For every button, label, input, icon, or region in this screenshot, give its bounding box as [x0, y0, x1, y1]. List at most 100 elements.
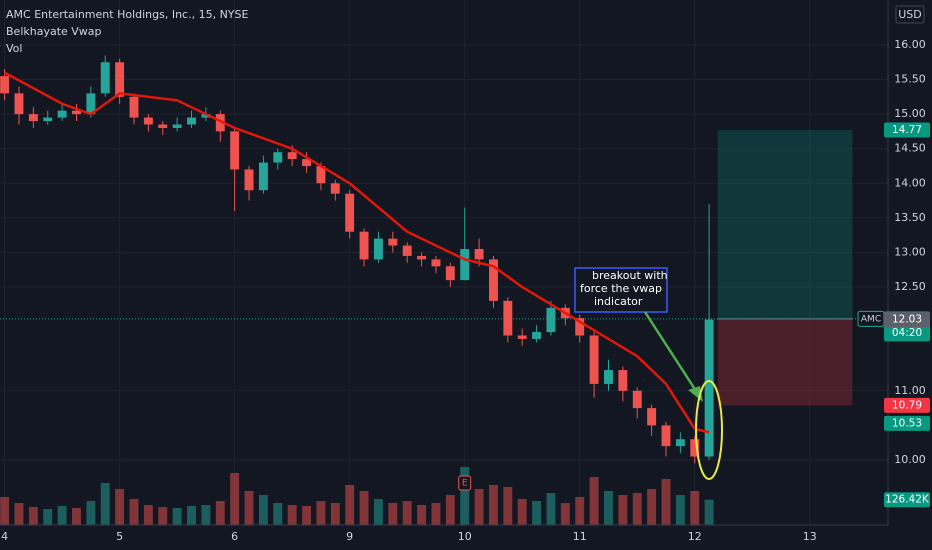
- stop-zone: [717, 318, 853, 406]
- candle-body: [72, 110, 81, 115]
- volume-bar: [373, 499, 383, 525]
- volume-bar: [417, 505, 427, 525]
- candle-body: [604, 370, 613, 384]
- candle-body: [28, 114, 38, 122]
- candle-body: [474, 249, 484, 260]
- volume-bar: [690, 491, 700, 525]
- candle-body: [57, 110, 67, 118]
- candle-body: [14, 93, 24, 115]
- volume-bar: [604, 491, 613, 525]
- volume-bar: [532, 501, 542, 525]
- volume-bar: [647, 489, 657, 525]
- vwap-line: [4, 71, 710, 434]
- event-marker: [458, 475, 472, 491]
- y-tick-label: 15.00: [894, 107, 926, 120]
- volume-bar: [72, 508, 81, 525]
- x-tick-label: 11: [573, 530, 587, 543]
- candle-body: [0, 76, 10, 94]
- candle-body: [201, 114, 211, 118]
- candle-body: [460, 249, 470, 281]
- target-zone: [717, 130, 853, 319]
- candle-body: [532, 332, 542, 339]
- x-tick-label: 4: [1, 530, 8, 543]
- x-tick-label: 10: [458, 530, 472, 543]
- candle-body: [100, 62, 110, 94]
- price-label: 14.77: [892, 124, 922, 136]
- volume-bar: [14, 503, 24, 525]
- candle-body: [158, 124, 168, 128]
- price-label-box: [884, 312, 930, 328]
- volume-bar: [115, 489, 125, 525]
- candle-body: [489, 259, 498, 301]
- candle-body: [215, 114, 225, 132]
- volume-bar: [445, 495, 455, 525]
- volume-bar: [57, 506, 67, 525]
- price-label-box: [884, 122, 930, 138]
- event-label: E: [462, 479, 468, 489]
- x-tick-label: 9: [346, 530, 353, 543]
- candle-body: [287, 152, 297, 160]
- candle-body: [172, 124, 182, 128]
- y-tick-label: 13.00: [894, 245, 926, 258]
- annotation-text: force the vwap: [580, 282, 662, 295]
- volume-bar: [28, 507, 38, 525]
- volume-bar: [431, 503, 441, 525]
- volume-bar: [330, 503, 340, 525]
- highlight-ellipse: [695, 380, 723, 480]
- currency-box[interactable]: [895, 5, 925, 24]
- annotation-text: breakout with: [592, 269, 668, 282]
- volume-bar: [589, 477, 599, 525]
- x-tick-label: 6: [231, 530, 238, 543]
- volume-bar: [100, 483, 110, 525]
- volume-bar: [172, 508, 182, 525]
- candle-body: [244, 169, 254, 191]
- volume-bar: [489, 485, 498, 525]
- volume-label: 126.42K: [885, 494, 930, 506]
- candle-body: [647, 408, 657, 426]
- candle-body: [690, 439, 700, 457]
- x-tick-label: 5: [116, 530, 123, 543]
- indicator-name: Vol: [6, 42, 22, 55]
- y-tick-label: 13.50: [894, 211, 926, 224]
- volume-bar: [316, 501, 326, 525]
- volume-label-box: [884, 492, 930, 508]
- volume-bar: [158, 507, 168, 525]
- candle-body: [86, 93, 96, 115]
- candle-body: [632, 390, 642, 409]
- price-label: 10.53: [892, 417, 922, 429]
- price-label: 12.03: [892, 314, 922, 326]
- price-label-box: [884, 397, 930, 413]
- candle-body: [618, 370, 628, 391]
- candle-body: [316, 166, 326, 184]
- candle-body: [129, 96, 139, 118]
- candle-body: [517, 335, 527, 339]
- candle-body: [575, 318, 585, 336]
- arrow: [643, 311, 700, 395]
- plot: E: [0, 55, 888, 525]
- currency[interactable]: USD: [898, 8, 922, 21]
- chart-title: AMC Entertainment Holdings, Inc., 15, NY…: [6, 8, 249, 21]
- volume-bar: [517, 499, 527, 525]
- volume-bar: [215, 501, 225, 525]
- volume-bar: [287, 505, 297, 525]
- candle-body: [388, 238, 398, 246]
- candle-body: [258, 162, 268, 191]
- y-tick-label: 16.00: [894, 38, 926, 51]
- volume-bar: [0, 497, 10, 525]
- indicator-name: Belkhayate Vwap: [6, 25, 102, 38]
- volume-bar: [129, 499, 139, 525]
- volume-bar: [661, 479, 671, 525]
- candle-body: [230, 131, 240, 170]
- candle-body: [445, 266, 455, 281]
- volume-bar: [230, 473, 240, 525]
- y-tick-label: 12.50: [894, 280, 926, 293]
- volume-bar: [560, 503, 570, 525]
- price-label-box: [884, 415, 930, 431]
- y-tick-label: 11.00: [894, 384, 926, 397]
- volume-bar: [618, 495, 628, 525]
- x-tick-label: 13: [803, 530, 817, 543]
- y-tick-label: 14.50: [894, 142, 926, 155]
- volume-bar: [201, 505, 211, 525]
- volume-bar: [187, 506, 196, 525]
